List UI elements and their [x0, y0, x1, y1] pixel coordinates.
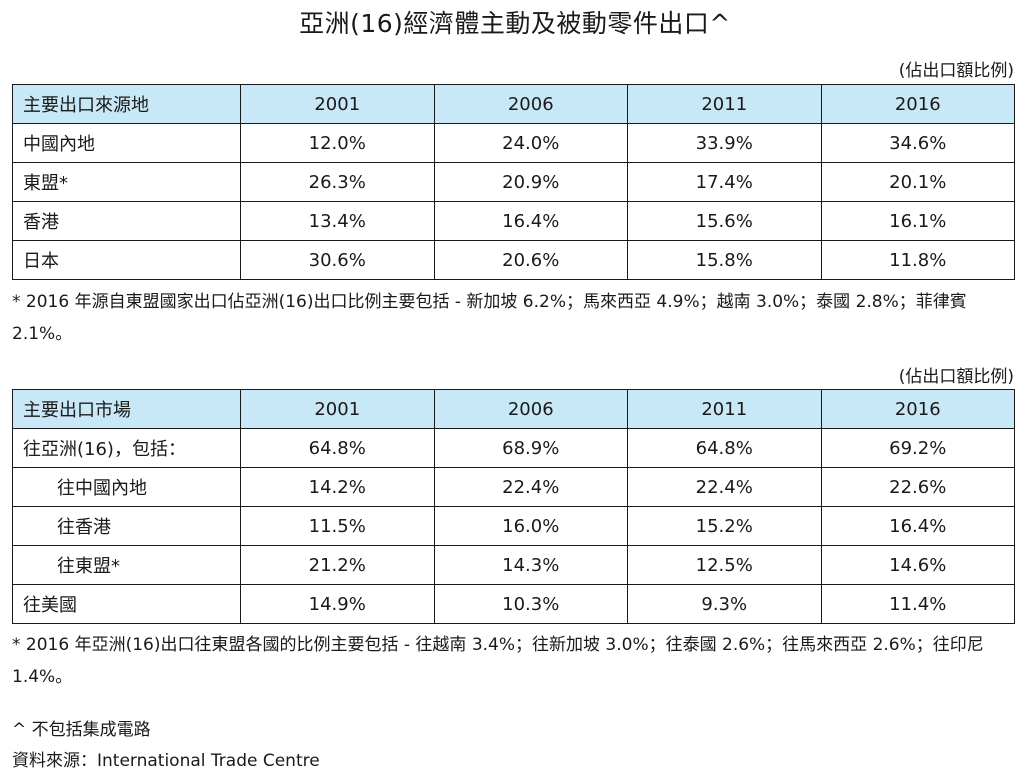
table-cell: 11.4%	[820, 584, 1015, 624]
table-row: 往東盟* 21.2% 14.3% 12.5% 14.6%	[12, 545, 1015, 585]
page-title: 亞洲(16)經濟體主動及被動零件出口^	[299, 9, 731, 38]
table-cell: 22.4%	[627, 467, 822, 507]
column-header-year: 2006	[433, 389, 628, 429]
table-cell: 11.5%	[240, 506, 435, 546]
column-header-market: 主要出口市場	[12, 389, 241, 429]
table-cell: 13.4%	[240, 201, 435, 241]
table-row: 往亞洲(16)，包括： 64.8% 68.9% 64.8% 69.2%	[12, 428, 1015, 468]
row-label: 往美國	[12, 584, 241, 624]
table-cell: 20.1%	[820, 162, 1015, 202]
row-label: 日本	[12, 240, 241, 280]
column-header-year: 2011	[627, 389, 822, 429]
row-label: 中國內地	[12, 123, 241, 163]
column-header-year: 2011	[627, 84, 822, 124]
row-label: 往香港	[12, 506, 241, 546]
table-cell: 15.2%	[627, 506, 822, 546]
table-cell: 22.6%	[820, 467, 1015, 507]
column-header-year: 2001	[240, 389, 435, 429]
table-cell: 17.4%	[627, 162, 822, 202]
column-header-year: 2006	[433, 84, 628, 124]
table-cell: 15.8%	[627, 240, 822, 280]
table-row: 日本 30.6% 20.6% 15.8% 11.8%	[12, 240, 1015, 280]
table-cell: 12.0%	[240, 123, 435, 163]
table-cell: 14.2%	[240, 467, 435, 507]
table-header-row: 主要出口來源地 2001 2006 2011 2016	[12, 84, 1015, 124]
table-cell: 16.0%	[433, 506, 628, 546]
table-row: 往美國 14.9% 10.3% 9.3% 11.4%	[12, 584, 1015, 624]
table1-unit-note: (佔出口額比例)	[898, 61, 1014, 81]
table-cell: 64.8%	[240, 428, 435, 468]
table-cell: 22.4%	[433, 467, 628, 507]
table-cell: 16.4%	[433, 201, 628, 241]
table-cell: 14.9%	[240, 584, 435, 624]
row-label: 往亞洲(16)，包括：	[12, 428, 241, 468]
table-row: 東盟* 26.3% 20.9% 17.4% 20.1%	[12, 162, 1015, 202]
source-note: 資料來源：International Trade Centre	[12, 751, 320, 771]
table-cell: 14.6%	[820, 545, 1015, 585]
table-row: 香港 13.4% 16.4% 15.6% 16.1%	[12, 201, 1015, 241]
table-header-row: 主要出口市場 2001 2006 2011 2016	[12, 389, 1015, 429]
table-cell: 21.2%	[240, 545, 435, 585]
table-cell: 20.6%	[433, 240, 628, 280]
table-cell: 64.8%	[627, 428, 822, 468]
table-cell: 24.0%	[433, 123, 628, 163]
row-label: 東盟*	[12, 162, 241, 202]
table-cell: 20.9%	[433, 162, 628, 202]
column-header-year: 2016	[820, 389, 1015, 429]
table-cell: 34.6%	[820, 123, 1015, 163]
table-cell: 26.3%	[240, 162, 435, 202]
table-cell: 16.4%	[820, 506, 1015, 546]
export-source-table: 主要出口來源地 2001 2006 2011 2016 中國內地 12.0% 2…	[12, 84, 1015, 280]
table1-footnote: * 2016 年源自東盟國家出口佔亞洲(16)出口比例主要包括 - 新加坡 6.…	[12, 292, 967, 344]
table-cell: 12.5%	[627, 545, 822, 585]
table-cell: 10.3%	[433, 584, 628, 624]
table-cell: 15.6%	[627, 201, 822, 241]
table-cell: 16.1%	[820, 201, 1015, 241]
table-cell: 68.9%	[433, 428, 628, 468]
table-cell: 14.3%	[433, 545, 628, 585]
table-cell: 69.2%	[820, 428, 1015, 468]
table2-footnote: * 2016 年亞洲(16)出口往東盟各國的比例主要包括 - 往越南 3.4%；…	[12, 635, 984, 687]
table2-unit-note: (佔出口額比例)	[898, 367, 1014, 387]
table-cell: 33.9%	[627, 123, 822, 163]
row-label: 往東盟*	[12, 545, 241, 585]
table-cell: 11.8%	[820, 240, 1015, 280]
table-row: 中國內地 12.0% 24.0% 33.9% 34.6%	[12, 123, 1015, 163]
table-cell: 30.6%	[240, 240, 435, 280]
table-cell: 9.3%	[627, 584, 822, 624]
row-label: 往中國內地	[12, 467, 241, 507]
column-header-year: 2016	[820, 84, 1015, 124]
column-header-year: 2001	[240, 84, 435, 124]
table-row: 往中國內地 14.2% 22.4% 22.4% 22.6%	[12, 467, 1015, 507]
export-market-table: 主要出口市場 2001 2006 2011 2016 往亞洲(16)，包括： 6…	[12, 389, 1015, 624]
table-row: 往香港 11.5% 16.0% 15.2% 16.4%	[12, 506, 1015, 546]
row-label: 香港	[12, 201, 241, 241]
caret-note: ^ 不包括集成電路	[12, 720, 151, 740]
column-header-source: 主要出口來源地	[12, 84, 241, 124]
